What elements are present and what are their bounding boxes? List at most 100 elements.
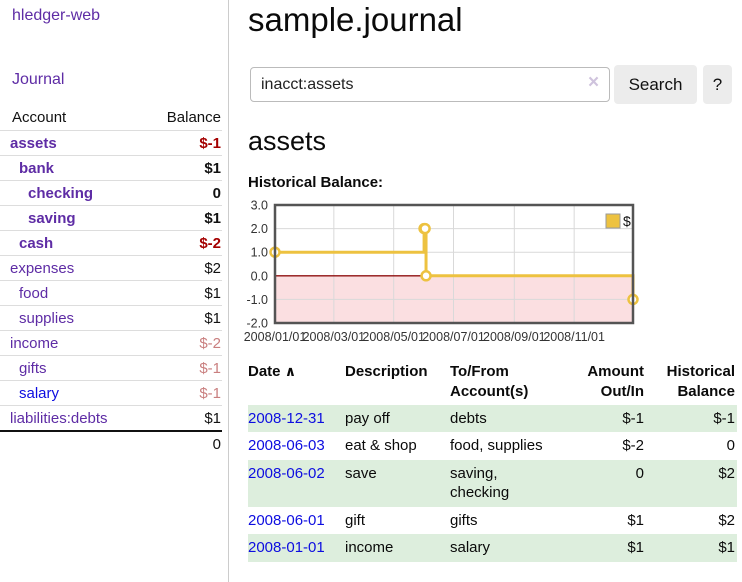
accounts-total-spacer (0, 430, 147, 456)
account-cell: food (0, 280, 147, 306)
register-date-cell: 2008-06-02 (248, 460, 345, 507)
account-row: saving $1 (0, 205, 222, 231)
account-row: income $-2 (0, 330, 222, 356)
register-description-cell: pay off (345, 409, 390, 427)
account-link[interactable]: bank (19, 159, 55, 177)
account-row: salary $-1 (0, 380, 222, 406)
account-row: checking 0 (0, 180, 222, 206)
historical-balance-chart: $3.0 2.0 1.0 0.0 -1.0 -2.02008/01/012008/03/0… (244, 200, 639, 344)
register-row: 2008-12-31 pay off debts $-1 $-1 (248, 404, 737, 433)
svg-text:0.0: 0.0 (251, 269, 268, 283)
register-row: 2008-06-03 eat & shop food, supplies $-2… (248, 432, 737, 460)
app-brand-link[interactable]: hledger-web (12, 7, 101, 24)
account-link[interactable]: gifts (19, 359, 47, 377)
register-accounts-cell: food, supplies (450, 437, 543, 455)
register-header-date[interactable]: Date ∧ (248, 363, 297, 380)
account-row: supplies $1 (0, 305, 222, 331)
account-link[interactable]: salary (19, 384, 60, 402)
account-balance: $-1 (146, 355, 222, 381)
account-row: cash $-2 (0, 230, 222, 256)
accounts-total-value: 0 (146, 430, 222, 456)
account-balance: $-1 (146, 380, 222, 406)
account-cell: saving (0, 205, 147, 231)
account-link[interactable]: saving (28, 209, 76, 227)
register-row: 2008-06-02 save saving, checking 0 $2 (248, 459, 737, 507)
register-accounts-cell: salary (450, 539, 491, 557)
help-button[interactable]: ? (703, 65, 732, 104)
register-row: 2008-06-01 gift gifts $1 $2 (248, 507, 737, 535)
transaction-date-link[interactable]: 2008-06-01 (248, 511, 325, 529)
transaction-date-link[interactable]: 2008-12-31 (248, 409, 325, 427)
account-cell: gifts (0, 355, 147, 381)
svg-text:3.0: 3.0 (251, 200, 268, 213)
account-balance: $1 (146, 155, 222, 181)
register-description-cell: eat & shop (345, 437, 417, 455)
account-balance: 0 (146, 180, 222, 206)
accounts-header-account: Account (12, 109, 67, 126)
sidebar: hledger-web Journal Account Balance asse… (0, 0, 229, 582)
account-link[interactable]: food (19, 284, 49, 302)
register-header-amount: Amount Out/In (587, 363, 644, 400)
account-cell: cash (0, 230, 147, 256)
svg-text:$: $ (623, 213, 631, 229)
register-accounts-cell: saving, checking (450, 464, 510, 502)
register-table: Date ∧ Description To/From Account(s) Am… (248, 360, 737, 562)
account-balance: $-1 (146, 130, 222, 156)
clear-search-icon[interactable]: × (588, 72, 600, 93)
accounts-tbody: assets $-1 bank $1 checking 0 saving $1 … (0, 130, 222, 431)
account-balance: $1 (146, 305, 222, 331)
register-header-description: Description (345, 363, 428, 380)
account-balance: $-2 (146, 230, 222, 256)
account-row: gifts $-1 (0, 355, 222, 381)
search-input[interactable] (250, 67, 610, 102)
account-row: food $1 (0, 280, 222, 306)
register-description-cell: income (345, 539, 394, 557)
account-balance: $-2 (146, 330, 222, 356)
register-amount-cell: $1 (627, 511, 644, 529)
register-balance-cell: $2 (718, 511, 735, 529)
account-row: expenses $2 (0, 255, 222, 281)
register-accounts-cell: gifts (450, 511, 478, 529)
account-link[interactable]: income (10, 334, 59, 352)
account-link[interactable]: cash (19, 234, 54, 252)
account-row: bank $1 (0, 155, 222, 181)
account-cell: salary (0, 380, 147, 406)
register-header-balance: Historical Balance (666, 363, 735, 400)
register-date-cell: 2008-06-03 (248, 432, 345, 460)
register-amount-cell: $1 (627, 539, 644, 557)
account-cell: bank (0, 155, 147, 181)
account-cell: checking (0, 180, 147, 206)
account-link[interactable]: liabilities:debts (10, 409, 108, 427)
account-title: assets (248, 126, 327, 156)
register-balance-cell: $1 (718, 539, 735, 557)
register-description-cell: save (345, 464, 377, 482)
account-balance: $1 (146, 280, 222, 306)
page-title: sample.journal (248, 1, 463, 38)
search-button[interactable]: Search (614, 65, 697, 104)
register-date-cell: 2008-06-01 (248, 507, 345, 535)
account-balance: $2 (146, 255, 222, 281)
account-link[interactable]: supplies (19, 309, 75, 327)
register-balance-cell: $-1 (713, 409, 735, 427)
svg-text:2008/03/01: 2008/03/01 (303, 330, 366, 344)
register-amount-cell: 0 (635, 464, 644, 482)
transaction-date-link[interactable]: 2008-06-03 (248, 437, 325, 455)
account-cell: expenses (0, 255, 147, 281)
account-link[interactable]: expenses (10, 259, 75, 277)
transaction-date-link[interactable]: 2008-01-01 (248, 539, 325, 557)
svg-text:-1.0: -1.0 (246, 293, 268, 307)
accounts-header-balance: Balance (166, 109, 221, 126)
account-link[interactable]: assets (10, 134, 57, 152)
svg-text:-2.0: -2.0 (246, 317, 268, 331)
account-row: assets $-1 (0, 130, 222, 156)
account-cell: assets (0, 130, 147, 156)
svg-text:2008/11/01: 2008/11/01 (543, 330, 605, 344)
account-link[interactable]: checking (28, 184, 94, 202)
sidebar-item-journal[interactable]: Journal (12, 71, 65, 88)
register-balance-cell: $2 (718, 464, 735, 482)
account-cell: supplies (0, 305, 147, 331)
register-row: 2008-01-01 income salary $1 $1 (248, 534, 737, 562)
register-accounts-cell: debts (450, 409, 487, 427)
svg-text:2008/01/01: 2008/01/01 (244, 330, 307, 344)
transaction-date-link[interactable]: 2008-06-02 (248, 464, 325, 482)
